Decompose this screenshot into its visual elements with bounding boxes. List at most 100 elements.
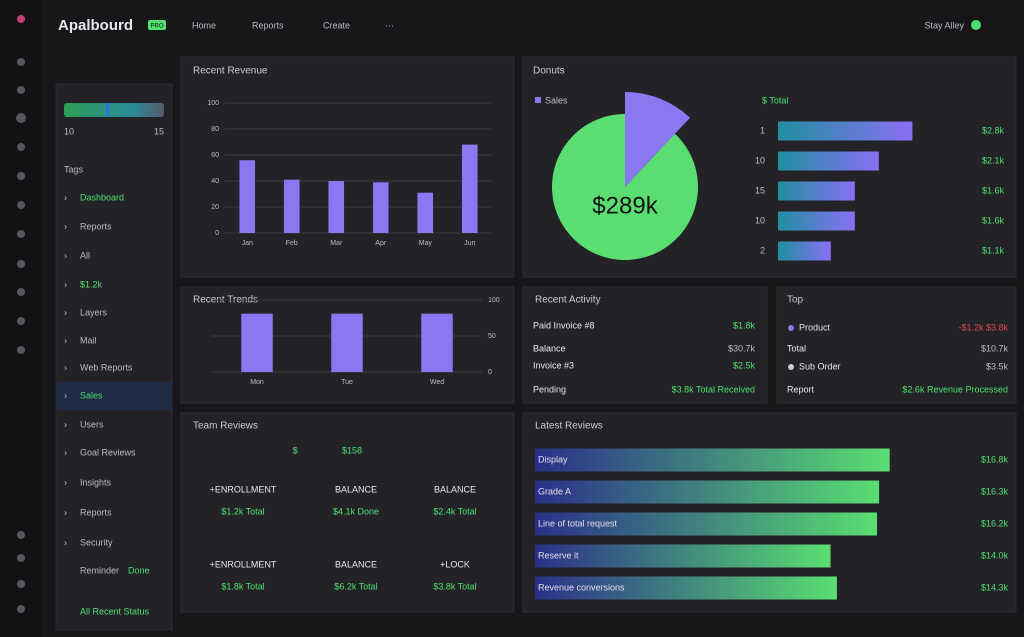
badge <box>148 20 166 30</box>
bar <box>535 544 831 568</box>
y-tick-label: 100 <box>207 100 219 107</box>
value-label: $1.1k <box>982 245 1005 255</box>
progress-label: 10 <box>64 126 74 136</box>
nav[interactable]: Create <box>323 20 350 30</box>
row-label: Invoice #3 <box>533 360 574 370</box>
sidebar-item[interactable]: Goal Reviews <box>80 447 136 457</box>
bar <box>417 192 434 233</box>
x-tick-label: May <box>419 240 433 247</box>
legend-swatch <box>535 97 541 103</box>
sidebar <box>55 83 173 631</box>
row-value: -$1.2k $3.8k <box>958 322 1008 332</box>
value-label: $14.3k <box>981 582 1009 592</box>
value-label: $2.1k <box>982 155 1005 165</box>
sidebar-item[interactable]: $1.2k <box>80 279 103 289</box>
row-value: $3.5k <box>986 361 1009 371</box>
sidebar-item[interactable]: Security <box>80 537 113 547</box>
stat-label: BALANCE <box>335 559 377 569</box>
app-title: Apalbourd <box>58 17 133 34</box>
y-tick-label: 0 <box>488 369 492 376</box>
x-tick-label: Wed <box>430 379 444 386</box>
bar <box>331 313 363 372</box>
x-tick-label: Jun <box>464 240 475 247</box>
chevron: › <box>64 335 67 345</box>
panel-title: Top <box>787 295 804 306</box>
panel-title: Donuts <box>533 66 565 77</box>
category-label: Reserve it <box>538 550 579 560</box>
bar <box>239 160 256 233</box>
panel-title: Recent Activity <box>535 295 601 306</box>
sidebar-active <box>56 382 172 410</box>
chevron: › <box>64 447 67 457</box>
bar <box>372 182 389 233</box>
bar <box>778 181 855 201</box>
category-label: Revenue conversions <box>538 582 625 592</box>
bar <box>778 151 879 171</box>
sidebar-item[interactable]: Insights <box>80 477 112 487</box>
x-tick-label: Jan <box>242 240 253 247</box>
row-value: $30.7k <box>728 343 756 353</box>
row-label: Total <box>787 343 806 353</box>
chevron: › <box>64 221 67 231</box>
sidebar-item[interactable]: Reports <box>80 507 112 517</box>
category-label: 2 <box>760 245 765 255</box>
bar <box>535 576 837 600</box>
chevron: › <box>64 362 67 372</box>
sidebar-item[interactable]: Users <box>80 419 104 429</box>
pie-slice <box>625 92 691 187</box>
sidebar-item[interactable]: Web Reports <box>80 362 133 372</box>
x-tick-label: Tue <box>341 379 353 386</box>
sidebar-footer: Reminder <box>80 565 119 575</box>
sidebar-item[interactable]: Sales <box>80 390 103 400</box>
sidebar-heading: Tags <box>64 164 84 174</box>
stat-value: $3.8k Total <box>433 581 476 591</box>
chevron: › <box>64 279 67 289</box>
panel-title: Latest Reviews <box>535 421 603 432</box>
sidebar-item[interactable]: Reports <box>80 221 112 231</box>
value-label: $1.6k <box>982 185 1005 195</box>
bullet <box>788 325 794 331</box>
bar <box>778 211 855 231</box>
stat-value: $4.1k Done <box>333 506 379 516</box>
y-tick-label: 50 <box>488 333 496 340</box>
rail-icons <box>16 15 26 613</box>
stat-value: $2.4k Total <box>433 506 476 516</box>
stat-label: +ENROLLMENT <box>210 559 277 569</box>
row-label: Balance <box>533 343 566 353</box>
stat-label: +LOCK <box>440 559 470 569</box>
y-tick-label: 100 <box>488 297 500 304</box>
chevron: › <box>64 192 67 202</box>
user-name[interactable]: Stay Alley <box>924 20 964 30</box>
stat-header: $ <box>292 445 297 455</box>
sidebar-item[interactable]: Mail <box>80 335 97 345</box>
category-label: 10 <box>755 155 765 165</box>
stat-header: $158 <box>342 445 362 455</box>
nav[interactable]: ··· <box>385 20 394 30</box>
sidebar-item[interactable]: Dashboard <box>80 192 124 202</box>
bullet <box>788 364 794 370</box>
avatar[interactable] <box>971 20 981 30</box>
nav[interactable]: Home <box>192 20 216 30</box>
row-value: $2.5k <box>733 360 756 370</box>
progress-track <box>64 103 164 117</box>
bar <box>241 313 273 372</box>
sidebar-item[interactable]: All <box>80 250 90 260</box>
chevron: › <box>64 250 67 260</box>
panel <box>522 286 768 404</box>
category-label: 15 <box>755 185 765 195</box>
sidebar-item[interactable]: Layers <box>80 307 108 317</box>
pie-slice <box>552 114 698 260</box>
row-label: Sub Order <box>799 361 841 371</box>
value-label: $1.6k <box>982 215 1005 225</box>
stat-label: BALANCE <box>335 484 377 494</box>
y-tick-label: 20 <box>211 204 219 211</box>
legend-label: Sales <box>545 95 568 105</box>
chevron: › <box>64 307 67 317</box>
y-tick-label: 60 <box>211 152 219 159</box>
progress-label: 15 <box>154 126 164 136</box>
stat-value: $6.2k Total <box>334 581 377 591</box>
x-tick-label: Mon <box>250 379 264 386</box>
nav[interactable]: Reports <box>252 20 284 30</box>
row-label: Report <box>787 384 815 394</box>
